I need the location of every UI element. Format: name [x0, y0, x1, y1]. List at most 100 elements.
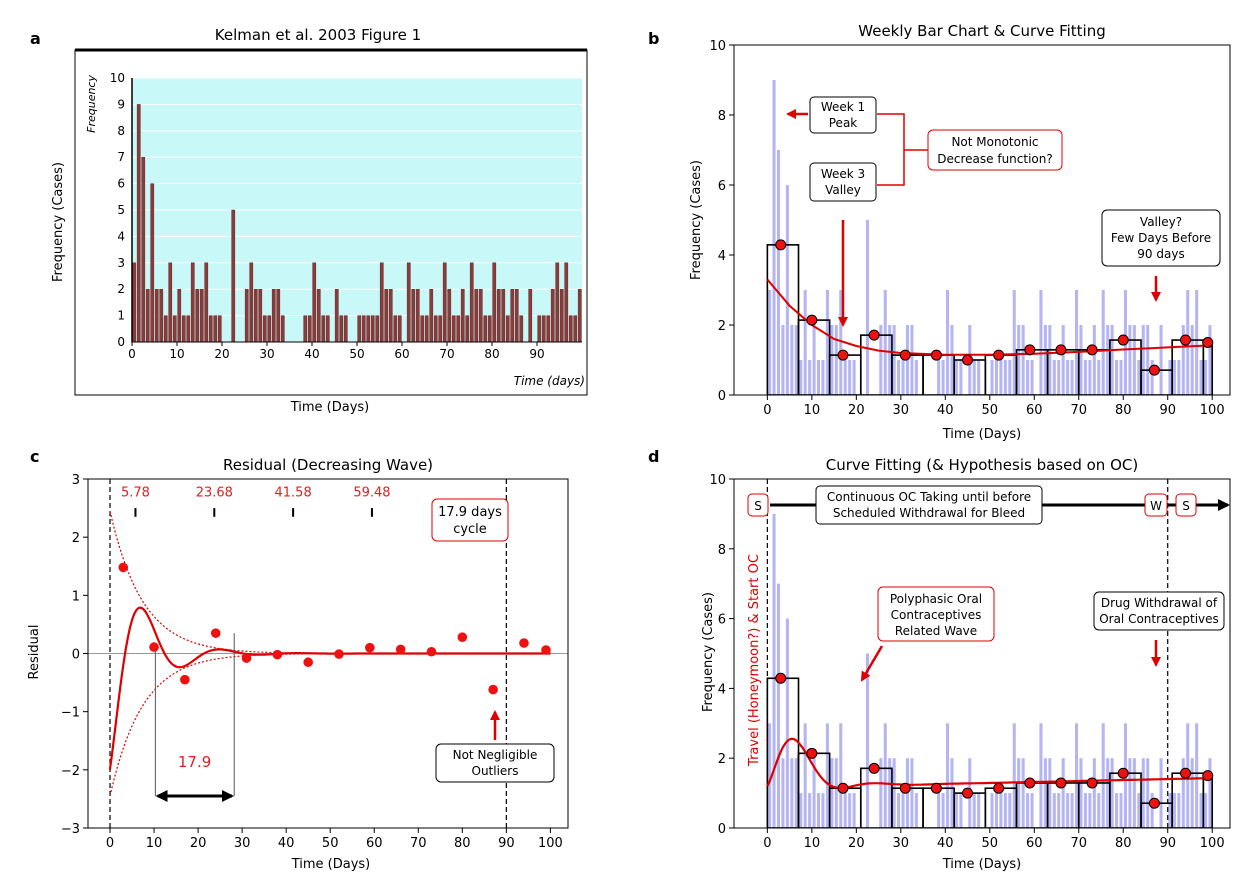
daily-bar — [1039, 290, 1043, 395]
daily-bar — [790, 758, 794, 828]
daily-bar — [1159, 325, 1163, 395]
daily-bar — [830, 325, 834, 395]
residual-point — [365, 642, 375, 653]
daily-bar — [1097, 793, 1101, 828]
x-tick-label: 50 — [349, 347, 364, 361]
daily-bar — [1132, 758, 1136, 828]
x-tick-label: 70 — [1070, 836, 1087, 851]
annotation-week3-valley: Week 3 Valley — [809, 162, 877, 202]
daily-bar — [812, 325, 816, 395]
daily-bar — [785, 185, 789, 395]
panel-b-frame — [733, 44, 1231, 396]
daily-bar — [1141, 758, 1145, 828]
daily-bar — [937, 360, 941, 395]
daily-bar — [1181, 325, 1185, 395]
bar — [528, 289, 533, 343]
bar — [168, 262, 173, 343]
svg-text:Continuous OC Taking until bef: Continuous OC Taking until before — [827, 490, 1031, 504]
daily-bar — [1026, 793, 1030, 828]
x-tick-label: 10 — [804, 403, 821, 418]
bar — [231, 209, 236, 343]
panel-d-fit-curve — [766, 737, 1213, 789]
bar — [312, 262, 317, 343]
x-tick-label: 90 — [529, 347, 544, 361]
bar — [505, 315, 510, 343]
panel-c-damped-wave — [108, 606, 551, 770]
bar — [388, 289, 393, 343]
daily-bar — [839, 723, 843, 828]
x-tick-label: 80 — [484, 347, 499, 361]
svg-text:Decrease function?: Decrease function? — [937, 152, 1052, 166]
daily-bar — [1199, 793, 1203, 828]
daily-bar — [1043, 325, 1047, 395]
daily-bar — [865, 653, 869, 828]
daily-bar — [1012, 290, 1016, 395]
daily-bar — [1110, 758, 1114, 828]
panel-b-weekly-bars — [766, 244, 1214, 395]
bar — [406, 262, 411, 343]
y-tick-label: 10 — [709, 473, 726, 488]
weekly-point — [899, 349, 911, 361]
panel-b: b Weekly Bar Chart & Curve Fitting 0 10 20… — [648, 22, 1231, 442]
bar — [510, 289, 515, 343]
panel-d-ylabel-red: Travel (Honeymoon?) & Start OC — [747, 554, 762, 767]
y-tick-label: 0 — [117, 335, 125, 349]
svg-text:Contraceptives: Contraceptives — [891, 608, 982, 622]
bar — [366, 315, 371, 343]
daily-bar — [1075, 290, 1079, 395]
annotation-restart-s: S — [1175, 493, 1197, 517]
residual-point — [303, 657, 313, 668]
daily-bar — [1083, 360, 1087, 395]
x-tick-label: 60 — [394, 347, 409, 361]
y-tick-label: 2 — [72, 531, 80, 546]
daily-bar — [1168, 360, 1172, 395]
bar — [204, 262, 209, 343]
daily-bar — [977, 793, 981, 828]
bar — [469, 262, 474, 343]
weekly-point — [1024, 777, 1036, 789]
bar — [375, 315, 380, 343]
bar — [159, 289, 164, 343]
bar — [370, 315, 375, 343]
weekly-point — [1180, 334, 1192, 346]
bar — [249, 262, 254, 343]
daily-bar — [1057, 360, 1061, 395]
x-tick-label: 30 — [259, 347, 274, 361]
daily-bar — [1079, 325, 1083, 395]
daily-bar — [776, 150, 781, 395]
y-tick-label: 8 — [718, 109, 726, 124]
residual-point — [457, 632, 468, 643]
daily-bar — [1052, 793, 1056, 828]
bar — [303, 315, 308, 343]
daily-bar — [1204, 360, 1208, 395]
svg-text:W: W — [1150, 499, 1162, 513]
bar — [568, 315, 573, 343]
daily-bar — [1070, 360, 1074, 395]
daily-bar — [1030, 793, 1034, 828]
daily-bar — [1137, 360, 1141, 395]
svg-text:Valley: Valley — [825, 183, 861, 197]
panel-a-inner-ylabel: Frequency — [85, 75, 98, 133]
daily-bar — [821, 793, 825, 828]
weekly-point — [962, 354, 974, 366]
svg-text:Oral Contraceptives: Oral Contraceptives — [1099, 612, 1219, 626]
y-tick-label: 9 — [117, 97, 125, 111]
daily-bar — [1208, 758, 1212, 828]
daily-bar — [1066, 360, 1070, 395]
daily-bar — [941, 793, 945, 828]
x-tick-label: 10 — [169, 347, 184, 361]
x-tick-label: 70 — [439, 347, 454, 361]
daily-bar — [1132, 325, 1136, 395]
bar — [199, 289, 204, 343]
x-tick-label: 30 — [893, 836, 910, 851]
svg-text:90 days: 90 days — [1137, 247, 1184, 261]
daily-bar — [1168, 793, 1172, 828]
panel-letter-a: a — [30, 29, 41, 48]
residual-point — [395, 644, 406, 655]
daily-bar — [946, 290, 950, 395]
panel-d-xlabel: Time (Days) — [942, 857, 1022, 872]
y-tick-label: 1 — [117, 309, 125, 323]
daily-bar — [1110, 325, 1114, 395]
daily-bar — [1150, 793, 1154, 828]
